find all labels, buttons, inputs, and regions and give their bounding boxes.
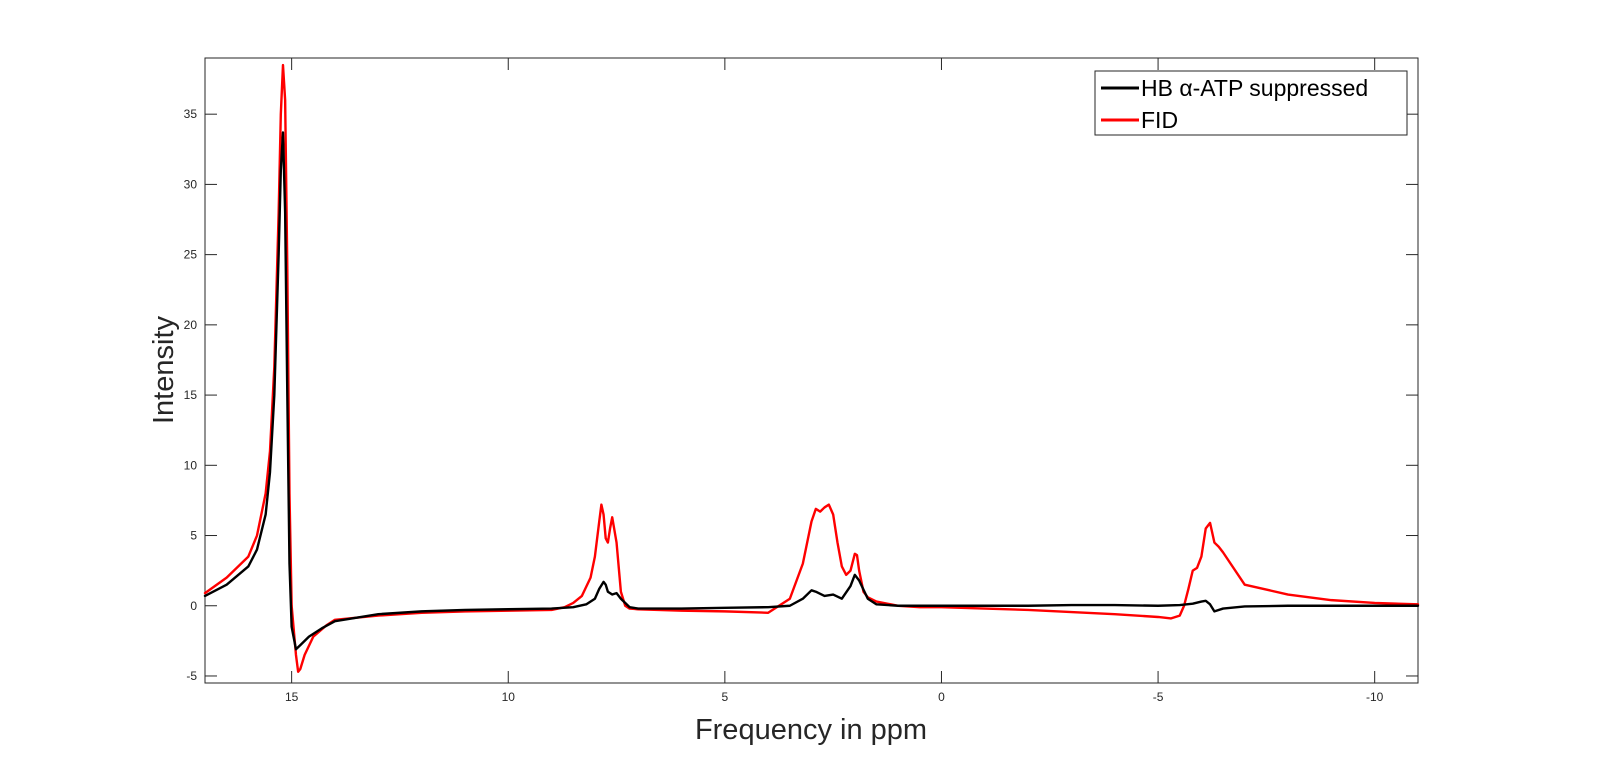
x-tick-label: 10 (502, 690, 516, 704)
y-tick-label: 0 (190, 599, 197, 613)
plot-area (204, 57, 1419, 684)
x-tick-label: -10 (1366, 690, 1384, 704)
y-axis-title: Intensity (148, 316, 180, 424)
y-tick-label: 15 (184, 388, 198, 402)
x-axis-title: Frequency in ppm (695, 714, 927, 746)
x-tick-label: 5 (722, 690, 729, 704)
series-line-fid (203, 63, 1420, 673)
series-line-hb-atp-suppressed (203, 131, 1420, 651)
y-tick-label: 20 (184, 318, 198, 332)
y-tick-label: 35 (184, 107, 198, 121)
y-tick-label: 10 (184, 458, 198, 472)
axis-ticks: 15 10 5 0 -5 -10 -5 0 5 10 15 20 25 30 35 (184, 58, 1418, 704)
x-tick-label: -5 (1153, 690, 1164, 704)
legend-label-hb-atp-suppressed: HB α-ATP suppressed (1141, 75, 1368, 101)
x-tick-label: 15 (285, 690, 299, 704)
legend-label-fid: FID (1141, 107, 1178, 133)
legend: HB α-ATP suppressed FID (1094, 70, 1408, 136)
legend-box (1094, 70, 1408, 136)
y-tick-label: 30 (184, 177, 198, 191)
series-layer (203, 63, 1420, 673)
y-tick-label: 25 (184, 248, 198, 262)
y-tick-label: -5 (186, 669, 197, 683)
x-tick-label: 0 (938, 690, 945, 704)
y-tick-label: 5 (190, 529, 197, 543)
